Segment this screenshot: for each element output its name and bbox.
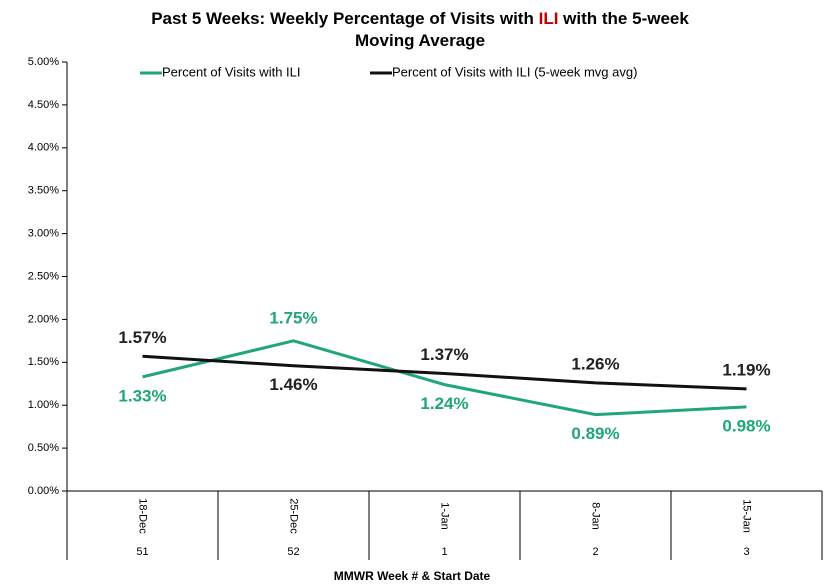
series-line [142,354,747,391]
y-tick-label: 2.00% [28,313,59,325]
y-tick-label: 0.50% [28,442,59,454]
value-label: 0.98% [722,416,770,435]
week-label: 3 [743,546,749,558]
title-highlight: ILI [539,9,559,28]
value-label: 1.26% [571,354,619,373]
week-label: 2 [592,546,598,558]
y-tick-label: 1.00% [28,399,59,411]
value-label: 1.57% [118,328,166,347]
series-line [142,339,747,417]
title-part: Past 5 Weeks: Weekly Percentage of Visit… [151,9,534,28]
week-label: 52 [287,546,299,558]
chart-title: Past 5 Weeks: Weekly Percentage of Visit… [151,9,689,50]
x-tick-label: 8-Jan [590,502,602,530]
value-label: 0.89% [571,424,619,443]
value-label: 1.37% [420,345,468,364]
x-axis-title: MMWR Week # & Start Date [334,569,491,583]
y-tick-label: 2.50% [28,270,59,282]
value-label: 1.75% [269,308,317,327]
title-part: with the 5-week [562,9,689,28]
legend-label: Percent of Visits with ILI (5-week mvg a… [392,64,637,79]
x-tick-label: 25-Dec [288,498,300,534]
y-tick-label: 4.50% [28,99,59,111]
y-tick-label: 0.00% [28,485,59,497]
y-tick-label: 3.00% [28,228,59,240]
title-part: Moving Average [355,31,485,50]
legend-label: Percent of Visits with ILI [162,64,301,79]
value-label: 1.33% [118,386,166,405]
week-label: 1 [441,546,447,558]
x-tick-label: 15-Jan [741,499,753,533]
y-tick-label: 1.50% [28,356,59,368]
x-tick-label: 18-Dec [137,498,149,534]
x-tick-label: 1-Jan [439,502,451,530]
y-tick-label: 5.00% [28,56,59,68]
value-label: 1.19% [722,360,770,379]
value-label: 1.24% [420,394,468,413]
week-label: 51 [136,546,148,558]
y-tick-label: 3.50% [28,185,59,197]
y-tick-label: 4.00% [28,142,59,154]
value-label: 1.46% [269,375,317,394]
